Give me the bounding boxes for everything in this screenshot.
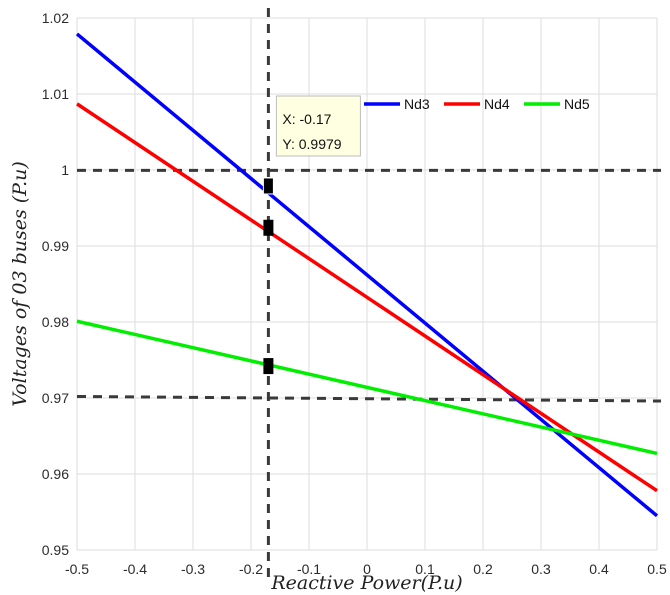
y-axis-label: Voltages of 03 buses (P.u) xyxy=(9,161,31,407)
datatip-box xyxy=(275,95,361,157)
y-tick-label: 0.99 xyxy=(42,238,69,254)
datatip[interactable]: X: -0.17 Y: 0.9979 xyxy=(262,95,361,195)
y-tick-label: 0.97 xyxy=(42,390,69,406)
x-tick-label: 0.4 xyxy=(589,561,609,577)
x-tick-label: 0.1 xyxy=(415,561,435,577)
legend-label-nd4: Nd4 xyxy=(484,96,510,112)
x-tick-label: -0.4 xyxy=(123,561,147,577)
legend: Nd3 Nd4 Nd5 xyxy=(364,96,590,112)
horizontal-reference-line xyxy=(76,394,662,403)
x-tick-label: -0.5 xyxy=(65,561,89,577)
series-line-nd4 xyxy=(76,102,658,493)
series-lines xyxy=(75,32,659,518)
datatip-x-label: X: -0.17 xyxy=(282,111,331,127)
y-tick-label: 0.95 xyxy=(42,542,69,558)
data-marker xyxy=(263,358,274,375)
series-line-nd3 xyxy=(75,32,659,518)
y-tick-label: 0.98 xyxy=(42,314,69,330)
x-tick-label: 0.5 xyxy=(647,561,667,577)
x-tick-label: -0.1 xyxy=(297,561,321,577)
legend-label-nd5: Nd5 xyxy=(564,96,590,112)
x-tick-label: -0.3 xyxy=(181,561,205,577)
series-line-nd5 xyxy=(76,319,658,456)
y-tick-label: 1 xyxy=(61,162,69,178)
x-axis-label: Reactive Power(P.u) xyxy=(270,572,462,594)
tick-labels: -0.5 -0.4 -0.3 -0.2 -0.1 0 0.1 0.2 0.3 0.4 0.5 0.95… xyxy=(42,10,667,577)
y-tick-label: 1.01 xyxy=(42,86,69,102)
data-marker xyxy=(263,219,274,236)
x-tick-label: 0.3 xyxy=(531,561,551,577)
datatip-marker xyxy=(262,177,274,195)
x-tick-label: -0.2 xyxy=(239,561,263,577)
x-tick-label: 0 xyxy=(363,561,371,577)
datatip-y-label: Y: 0.9979 xyxy=(282,136,341,152)
x-tick-label: 0.2 xyxy=(473,561,493,577)
y-tick-label: 1.02 xyxy=(42,10,69,26)
y-tick-label: 0.96 xyxy=(42,466,69,482)
legend-label-nd3: Nd3 xyxy=(404,96,430,112)
